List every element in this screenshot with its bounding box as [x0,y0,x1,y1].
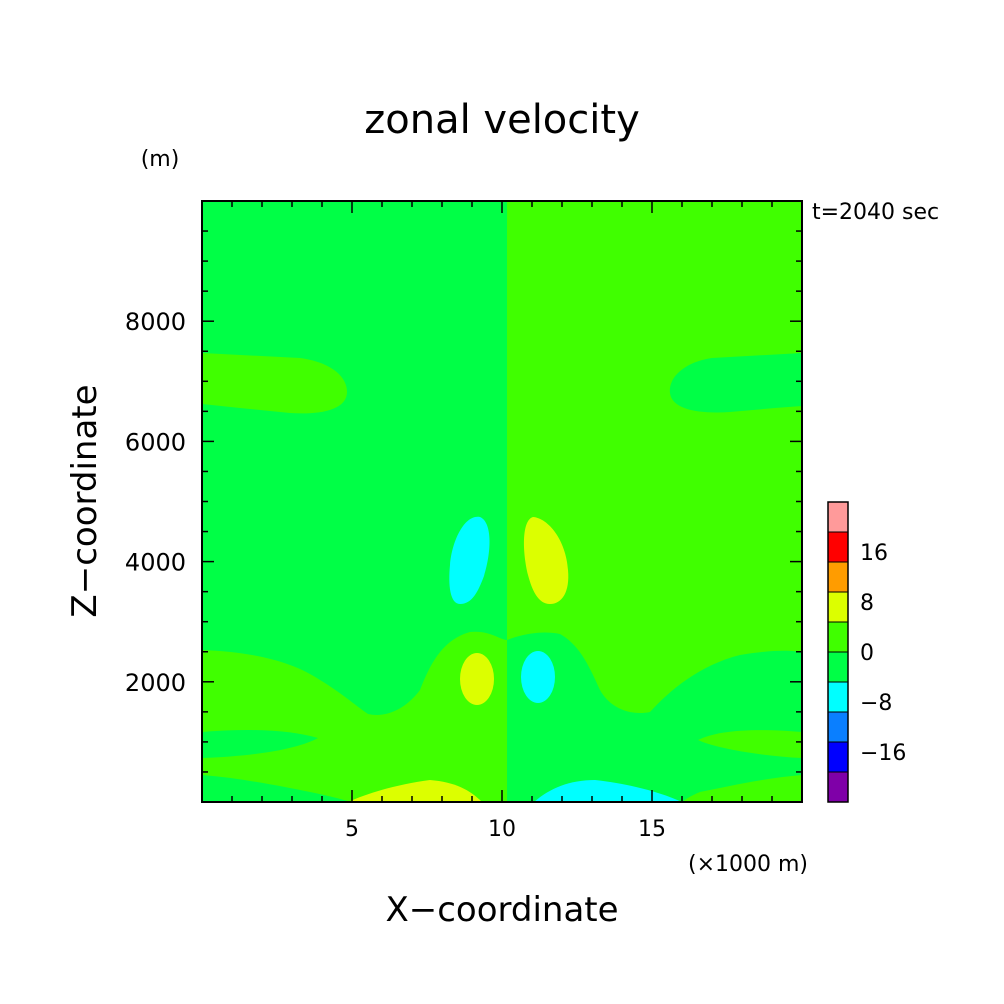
plot-area [202,201,802,802]
colorbar-swatch [827,531,849,563]
colorbar-swatch [827,561,849,593]
colorbar-swatch [827,621,849,653]
colorbar-swatch [827,591,849,623]
x-tick-label: 10 [488,817,516,842]
contour-surface-cool-right [534,780,682,802]
y-tick-label: 6000 [125,428,186,456]
x-tick-label: 15 [638,817,666,842]
x-tick-label: 5 [345,817,359,842]
contour-lower-band-left [202,631,507,802]
contour-cell-upper-right [523,517,569,604]
colorbar-frame [827,501,849,803]
x-axis-label: X−coordinate [385,890,618,930]
y-tick-label: 8000 [125,308,186,336]
colorbar-swatch [827,501,849,533]
colorbar: −16 −8 0 8 16 [827,501,906,803]
chart-title: zonal velocity [364,97,640,143]
axes: 5 10 15 2000 4000 6000 8000 [125,200,803,842]
colorbar-label: −16 [860,741,906,766]
colorbar-swatch [827,711,849,743]
contour-surface-left-bg [202,775,350,802]
colorbar-label: 8 [860,591,874,616]
contour-upper-right-lobe [669,353,802,413]
time-label: t=2040 sec [812,200,939,225]
contour-low-stripe-right [698,730,802,758]
colorbar-swatch [827,681,849,713]
colorbar-swatch [827,651,849,683]
contour-cell-lower-right [521,651,555,703]
colorbar-swatch [827,741,849,773]
contour-lower-band-right [507,632,802,802]
y-axis-label: Z−coordinate [65,384,105,617]
contour-surface-right-bg [682,775,802,802]
y-tick-label: 2000 [125,669,186,697]
y-unit-label: (m) [141,147,180,172]
x-unit-label: (×1000 m) [688,852,808,877]
contour-low-stripe-left [202,730,318,758]
colorbar-swatch [827,771,849,803]
contour-upper-left-lobe [202,353,347,414]
colorbar-label: 0 [860,641,874,666]
contour-cell-lower-left [460,653,494,705]
colorbar-label: −8 [860,691,892,716]
colorbar-label: 16 [860,541,888,566]
contour-cell-upper-left [449,516,490,604]
y-tick-label: 4000 [125,549,186,577]
